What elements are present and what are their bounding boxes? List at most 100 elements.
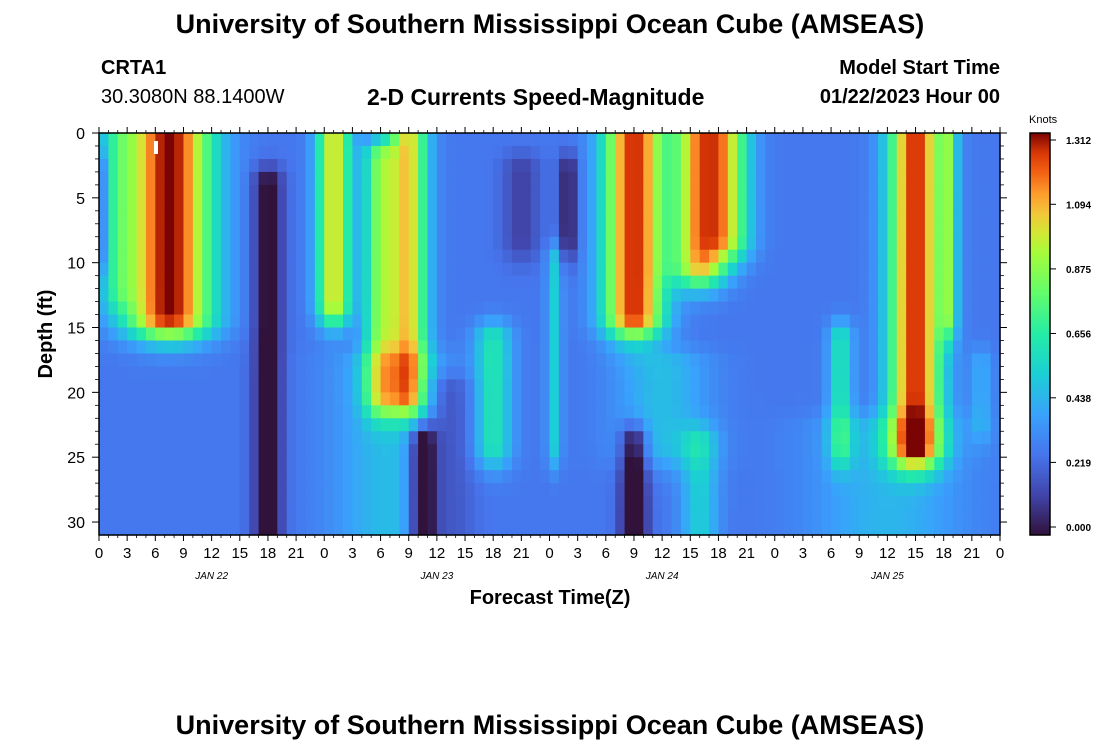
- heatmap-cell: [436, 405, 447, 419]
- heatmap-cell: [981, 327, 992, 342]
- heatmap-cell: [680, 418, 691, 432]
- heatmap-cell: [296, 275, 307, 290]
- heatmap-cell: [868, 288, 879, 303]
- heatmap-cell: [371, 171, 382, 186]
- heatmap-cell: [418, 327, 429, 342]
- heatmap-cell: [671, 483, 682, 497]
- heatmap-cell: [258, 340, 269, 355]
- heatmap-cell: [831, 431, 842, 445]
- heatmap-cell: [267, 327, 278, 342]
- heatmap-cell: [615, 301, 626, 316]
- heatmap-cell: [887, 327, 898, 342]
- heatmap-cell: [690, 184, 701, 199]
- heatmap-cell: [136, 210, 147, 225]
- heatmap-cell: [436, 158, 447, 173]
- heatmap-cell: [371, 145, 382, 160]
- heatmap-cell: [314, 509, 325, 523]
- heatmap-cell: [474, 379, 485, 393]
- heatmap-cell: [587, 288, 598, 303]
- heatmap-cell: [596, 457, 607, 471]
- x-tick-label: 0: [771, 545, 779, 562]
- heatmap-cell: [258, 184, 269, 199]
- heatmap-cell: [577, 470, 588, 484]
- heatmap-cell: [840, 288, 851, 303]
- heatmap-cell: [99, 379, 109, 393]
- heatmap-cell: [324, 353, 335, 368]
- heatmap-cell: [446, 405, 457, 419]
- heatmap-cell: [155, 236, 166, 251]
- heatmap-cell: [174, 301, 185, 316]
- heatmap-cell: [643, 249, 654, 264]
- heatmap-cell: [371, 353, 382, 368]
- heatmap-cell: [333, 418, 344, 432]
- heatmap-cell: [530, 509, 541, 523]
- heatmap-cell: [699, 314, 710, 329]
- heatmap-cell: [727, 327, 738, 342]
- heatmap-cell: [831, 223, 842, 238]
- heatmap-cell: [483, 249, 494, 264]
- heatmap-cell: [474, 171, 485, 186]
- heatmap-cell: [202, 236, 213, 251]
- heatmap-cell: [277, 197, 288, 212]
- heatmap-cell: [427, 470, 438, 484]
- heatmap-cell: [671, 509, 682, 523]
- heatmap-cell: [793, 223, 804, 238]
- heatmap-cell: [577, 444, 588, 458]
- heatmap-cell: [596, 392, 607, 406]
- heatmap-cell: [117, 210, 128, 225]
- heatmap-cell: [474, 509, 485, 523]
- heatmap-cell: [699, 210, 710, 225]
- heatmap-cell: [145, 444, 156, 458]
- heatmap-cell: [511, 483, 522, 497]
- heatmap-cell: [615, 145, 626, 160]
- heatmap-cell: [755, 327, 766, 342]
- heatmap-cell: [343, 145, 354, 160]
- heatmap-cell: [596, 184, 607, 199]
- heatmap-cell: [502, 158, 513, 173]
- heatmap-cell: [249, 457, 260, 471]
- heatmap-cell: [540, 236, 551, 251]
- heatmap-cell: [587, 522, 598, 536]
- heatmap-cell: [164, 522, 175, 536]
- heatmap-cell: [812, 457, 823, 471]
- heatmap-cell: [934, 197, 945, 212]
- heatmap-cell: [727, 405, 738, 419]
- heatmap-cell: [108, 223, 119, 238]
- heatmap-cell: [596, 158, 607, 173]
- heatmap-cell: [408, 301, 419, 316]
- heatmap-cell: [962, 145, 973, 160]
- heatmap-cell: [521, 340, 532, 355]
- heatmap-cell: [427, 444, 438, 458]
- heatmap-cell: [483, 262, 494, 277]
- heatmap-cell: [727, 184, 738, 199]
- heatmap-cell: [183, 470, 194, 484]
- heatmap-cell: [258, 223, 269, 238]
- heatmap-cell: [971, 133, 982, 147]
- heatmap-cell: [465, 288, 476, 303]
- heatmap-cell: [99, 314, 109, 329]
- heatmap-cell: [568, 522, 579, 536]
- heatmap-cell: [117, 223, 128, 238]
- heatmap-cell: [343, 496, 354, 510]
- heatmap-cell: [117, 236, 128, 251]
- heatmap-cell: [258, 158, 269, 173]
- heatmap-cell: [108, 133, 119, 147]
- heatmap-cell: [990, 210, 1001, 225]
- heatmap-cell: [774, 392, 785, 406]
- heatmap-cell: [399, 275, 410, 290]
- heatmap-cell: [352, 509, 363, 523]
- heatmap-cell: [389, 236, 400, 251]
- heatmap-cell: [633, 353, 644, 368]
- heatmap-cell: [812, 249, 823, 264]
- heatmap-cell: [361, 223, 372, 238]
- heatmap-cell: [483, 133, 494, 147]
- heatmap-cell: [577, 405, 588, 419]
- heatmap-cell: [483, 509, 494, 523]
- heatmap-cell: [821, 236, 832, 251]
- heatmap-cell: [934, 262, 945, 277]
- heatmap-cell: [849, 392, 860, 406]
- heatmap-cell: [408, 418, 419, 432]
- heatmap-cell: [709, 340, 720, 355]
- heatmap-cell: [821, 158, 832, 173]
- heatmap-cell: [662, 353, 673, 368]
